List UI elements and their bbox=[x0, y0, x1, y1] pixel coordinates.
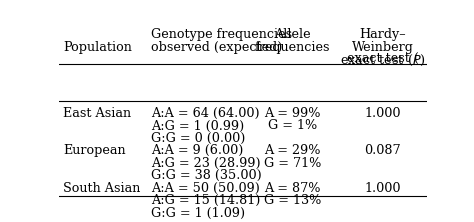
Text: Population: Population bbox=[63, 41, 132, 54]
Text: 0.087: 0.087 bbox=[364, 145, 401, 157]
Text: G:G = 1 (1.09): G:G = 1 (1.09) bbox=[151, 207, 245, 220]
Text: exact test ($P$): exact test ($P$) bbox=[339, 53, 426, 68]
Text: A:G = 23 (28.99): A:G = 23 (28.99) bbox=[151, 157, 261, 170]
Text: exact test (: exact test ( bbox=[346, 53, 419, 66]
Text: South Asian: South Asian bbox=[63, 182, 140, 195]
Text: exact test (   ): exact test ( ) bbox=[340, 53, 425, 66]
Text: G:G = 0 (0.00): G:G = 0 (0.00) bbox=[151, 132, 246, 145]
Text: frequencies: frequencies bbox=[255, 41, 330, 54]
Text: G:G = 38 (35.00): G:G = 38 (35.00) bbox=[151, 169, 262, 182]
Text: A:A = 64 (64.00): A:A = 64 (64.00) bbox=[151, 107, 260, 120]
Text: Allele: Allele bbox=[274, 28, 311, 41]
Text: A:G = 15 (14.81): A:G = 15 (14.81) bbox=[151, 194, 260, 207]
Text: G = 13%: G = 13% bbox=[264, 194, 321, 207]
Text: 1.000: 1.000 bbox=[364, 107, 401, 120]
Text: A:G = 1 (0.99): A:G = 1 (0.99) bbox=[151, 119, 244, 133]
Text: observed (expected): observed (expected) bbox=[151, 41, 283, 54]
Text: A:A = 50 (50.09): A:A = 50 (50.09) bbox=[151, 182, 260, 195]
Text: A = 29%: A = 29% bbox=[264, 145, 321, 157]
Text: G = 1%: G = 1% bbox=[268, 119, 317, 133]
Text: A:A = 9 (6.00): A:A = 9 (6.00) bbox=[151, 145, 244, 157]
Text: A = 99%: A = 99% bbox=[264, 107, 321, 120]
Text: G = 71%: G = 71% bbox=[264, 157, 321, 170]
Text: Genotype frequencies: Genotype frequencies bbox=[151, 28, 292, 41]
Text: 1.000: 1.000 bbox=[364, 182, 401, 195]
Text: East Asian: East Asian bbox=[63, 107, 131, 120]
Text: Hardy–: Hardy– bbox=[359, 28, 406, 41]
Text: A = 87%: A = 87% bbox=[264, 182, 321, 195]
Text: Weinberg: Weinberg bbox=[352, 41, 413, 54]
Text: European: European bbox=[63, 145, 126, 157]
